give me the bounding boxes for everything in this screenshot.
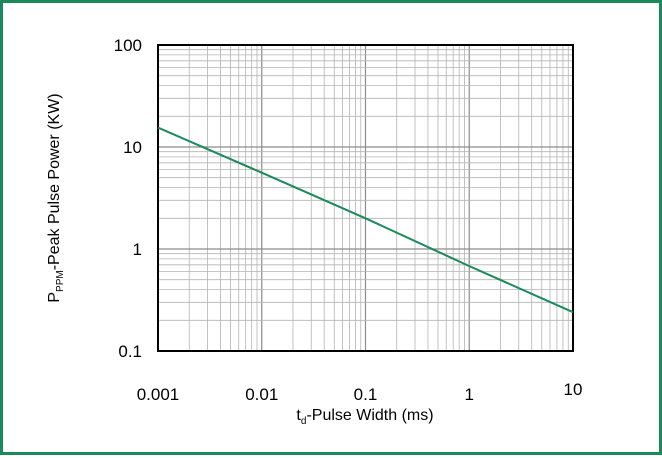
x-tick-labels: 0.001 0.01 0.1 1 10 xyxy=(137,380,583,404)
x-tick-label: 0.1 xyxy=(354,385,378,404)
x-axis-label: td-Pulse Width (ms) xyxy=(296,407,433,427)
grid xyxy=(157,45,573,352)
y-tick-labels: 100 10 1 0.1 xyxy=(114,36,142,361)
y-tick-label: 100 xyxy=(114,36,142,55)
series-line xyxy=(157,126,574,314)
x-tick-label: 10 xyxy=(564,380,583,399)
series-layer xyxy=(157,126,574,314)
chart-canvas: 0.001 0.01 0.1 1 10 100 10 1 0.1 td-Pulse Width… xyxy=(46,36,583,427)
plot-area-border xyxy=(157,44,574,352)
y-tick-label: 0.1 xyxy=(118,342,142,361)
x-tick-label: 0.01 xyxy=(245,385,278,404)
x-tick-label: 0.001 xyxy=(137,385,180,404)
x-tick-label: 1 xyxy=(465,385,474,404)
y-tick-label: 1 xyxy=(133,240,142,259)
y-tick-label: 10 xyxy=(123,138,142,157)
y-axis-label: PPPM-Peak Pulse Power (KW) xyxy=(46,93,66,302)
